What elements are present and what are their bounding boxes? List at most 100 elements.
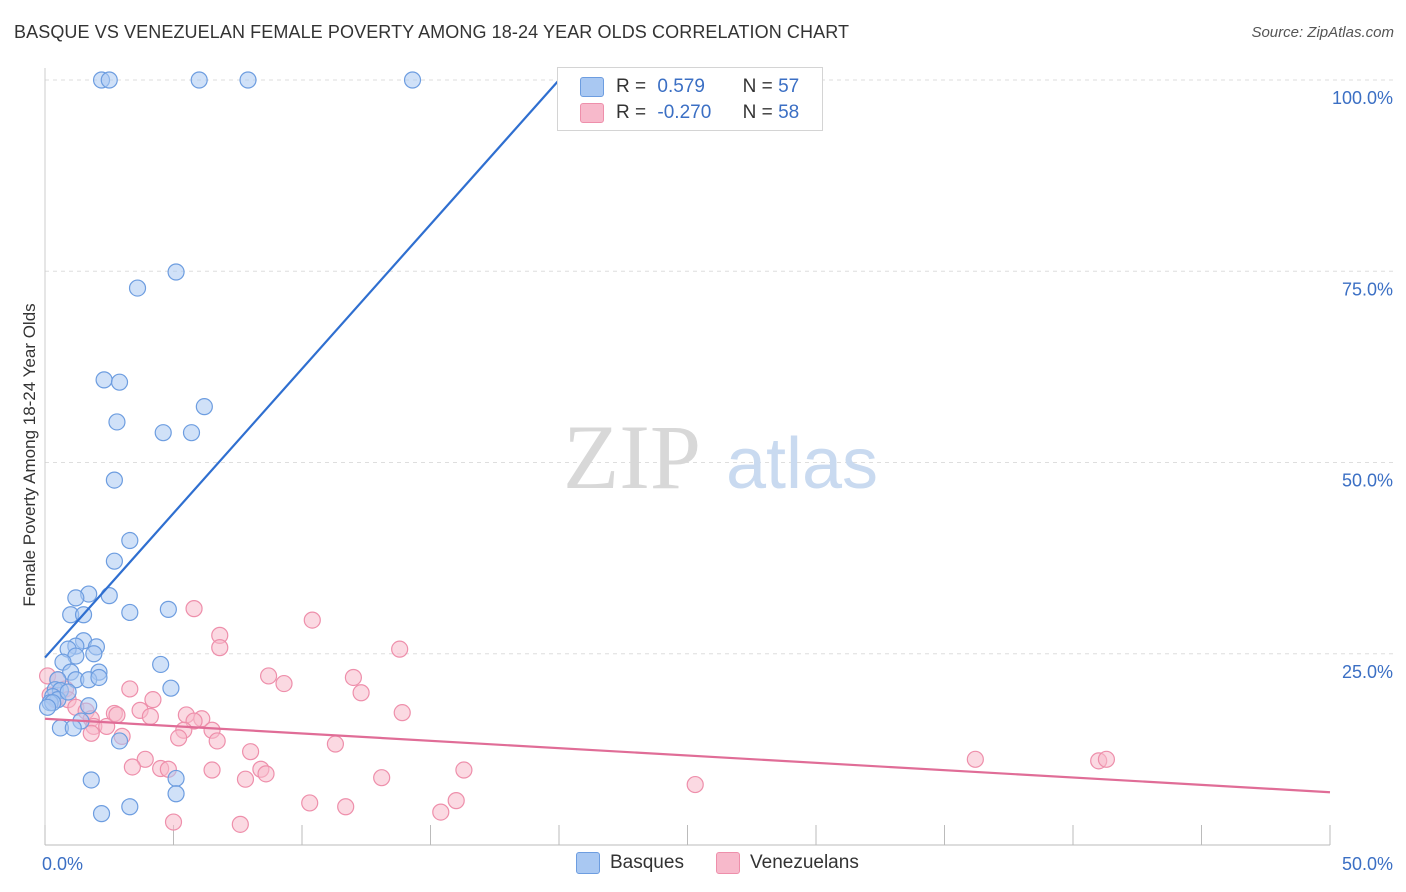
venezuelans-label: Venezuelans	[750, 852, 859, 874]
venezuelan-point	[259, 667, 278, 685]
grid-lines	[45, 79, 1395, 655]
venezuelan-point	[966, 750, 984, 768]
basque-point	[108, 413, 126, 431]
basque-point	[239, 71, 257, 89]
basque-point	[105, 471, 123, 489]
venezuelan-point	[82, 724, 100, 742]
venezuelan-point	[1097, 750, 1116, 768]
basque-point	[128, 279, 147, 297]
source-label: Source: ZipAtlas.com	[1251, 24, 1394, 41]
legend-n-label: N =	[742, 102, 773, 123]
venezuelan-point	[686, 775, 704, 794]
y-tick-label: 100.0%	[1332, 88, 1393, 108]
legend-r-label: R =	[616, 76, 647, 97]
basque-point	[95, 371, 113, 389]
venezuelan-point	[275, 674, 293, 693]
legend-row-basques: R = 0.579 N = 57	[580, 76, 799, 100]
watermark: ZIP atlas	[563, 406, 878, 508]
basque-point	[90, 668, 108, 687]
venezuelan-point	[242, 743, 260, 761]
basque-point	[182, 424, 201, 442]
venezuelan-point	[136, 750, 154, 768]
basque-point	[85, 645, 103, 663]
y-tick-label: 75.0%	[1342, 279, 1393, 299]
basque-point	[167, 263, 185, 281]
basque-point	[162, 679, 180, 697]
venezuelan-point	[164, 813, 183, 831]
legend-item-venezuelans[interactable]: Venezuelans	[716, 852, 859, 874]
basque-point	[121, 603, 139, 622]
venezuelan-point	[203, 761, 221, 779]
legend-r-value: -0.270	[657, 102, 712, 123]
venezuelan-point	[373, 769, 391, 787]
basque-point	[195, 398, 213, 416]
venezuelan-point	[303, 611, 321, 629]
venezuelan-point	[455, 761, 473, 779]
legend-swatch-venezuelans	[580, 102, 604, 123]
legend-n-value: 58	[778, 102, 800, 123]
venezuelan-point	[393, 704, 411, 722]
basque-point	[167, 785, 185, 803]
basque-point	[121, 531, 139, 550]
venezuelan-point	[170, 729, 188, 747]
basque-point	[38, 698, 57, 716]
watermark-atlas: atlas	[726, 424, 878, 504]
series-legend: Basques Venezuelans	[0, 852, 1406, 878]
basque-point	[100, 587, 118, 605]
venezuelan-point	[121, 680, 139, 698]
venezuelan-point	[447, 792, 465, 810]
legend-n-value: 57	[778, 76, 800, 97]
legend-r-value: 0.579	[657, 76, 705, 97]
tick-labels: 25.0% 50.0% 75.0% 100.0% 0.0% 50.0%	[42, 88, 1393, 874]
venezuelan-trend-line	[44, 717, 1331, 794]
legend-r-label: R =	[616, 102, 647, 123]
venezuelan-point	[432, 803, 450, 821]
venezuelan-point	[337, 798, 355, 816]
basque-point	[152, 655, 170, 674]
basques-label: Basques	[610, 852, 684, 874]
basque-point	[105, 552, 123, 570]
venezuelan-point	[257, 765, 275, 783]
stats-legend: R = 0.579 N = 57 R = -0.270 N = 58	[557, 67, 823, 131]
basque-point	[159, 600, 177, 618]
x-tick-label: 50.0%	[1342, 854, 1393, 874]
venezuelan-point	[352, 684, 370, 702]
y-tick-label: 50.0%	[1342, 471, 1393, 491]
venezuelans-swatch	[716, 852, 740, 874]
basque-point	[59, 683, 77, 701]
basque-point	[154, 424, 172, 442]
venezuelan-point	[344, 668, 362, 687]
basque-point	[167, 769, 185, 788]
venezuelan-point	[301, 794, 319, 812]
venezuelan-point	[141, 707, 159, 726]
basque-point	[92, 805, 111, 823]
venezuelan-point	[185, 600, 203, 618]
basque-trend-line	[44, 79, 560, 659]
trend-lines	[44, 79, 1331, 794]
basque-point	[100, 71, 118, 89]
watermark-zip: ZIP	[563, 406, 701, 508]
venezuelan-point	[391, 640, 409, 658]
basques-swatch	[576, 852, 600, 874]
legend-row-venezuelans: R = -0.270 N = 58	[580, 102, 799, 126]
basque-point	[190, 71, 208, 89]
basque-point	[403, 71, 422, 89]
y-tick-label: 25.0%	[1342, 662, 1393, 682]
venezuelan-point	[144, 691, 162, 709]
x-tick-label: 0.0%	[42, 854, 83, 874]
venezuelan-point	[326, 735, 345, 753]
venezuelan-point	[211, 639, 229, 657]
venezuelan-point	[123, 758, 141, 776]
basque-point	[82, 771, 100, 789]
venezuelan-point	[231, 815, 249, 833]
legend-swatch-basques	[580, 76, 604, 97]
legend-item-basques[interactable]: Basques	[576, 852, 684, 874]
basque-point	[110, 373, 129, 391]
legend-n-label: N =	[742, 76, 773, 97]
venezuelan-point	[108, 706, 126, 724]
basque-point	[80, 697, 98, 715]
basque-point	[64, 719, 82, 737]
chart-title: BASQUE VS VENEZUELAN FEMALE POVERTY AMON…	[14, 22, 850, 42]
venezuelan-point	[208, 732, 226, 750]
